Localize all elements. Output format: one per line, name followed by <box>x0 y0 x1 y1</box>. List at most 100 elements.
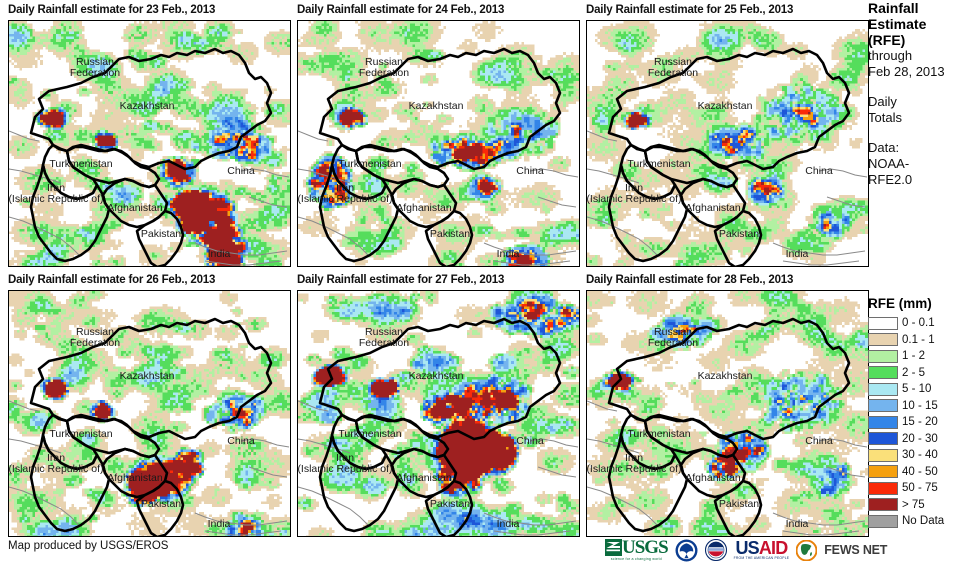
country-borders <box>29 317 273 536</box>
usgs-mark-icon <box>605 539 622 557</box>
country-label: Turkmenistan <box>338 158 401 170</box>
legend-row: 20 - 30 <box>868 431 965 448</box>
country-label: Turkmenistan <box>49 428 112 440</box>
country-label: Turkmenistan <box>627 428 690 440</box>
panel-title: Daily Rainfall estimate for 25 Feb., 201… <box>586 4 794 16</box>
country-label: Russian <box>654 326 692 338</box>
country-label: Afghanistan <box>107 472 163 484</box>
panel-title: Daily Rainfall estimate for 27 Feb., 201… <box>297 274 505 286</box>
legend-label: No Data <box>902 515 945 528</box>
country-label: India <box>497 248 520 260</box>
country-label: Russian <box>76 56 114 68</box>
country-label: Iran <box>625 182 643 194</box>
legend-label: 40 - 50 <box>902 465 938 478</box>
legend-label: 1 - 2 <box>902 350 926 363</box>
country-borders <box>607 47 851 266</box>
country-label: Iran <box>336 452 354 464</box>
legend-label: 2 - 5 <box>902 366 926 379</box>
country-label: Pakistan <box>141 228 181 240</box>
legend-row: 10 - 15 <box>868 398 965 415</box>
panel-title: Daily Rainfall estimate for 28 Feb., 201… <box>586 274 794 286</box>
sidebar-spacer-2 <box>868 126 965 140</box>
noaa-logo-icon <box>675 539 698 561</box>
country-label: Pakistan <box>430 228 470 240</box>
country-label: Russian <box>365 326 403 338</box>
country-label: Pakistan <box>430 498 470 510</box>
rainfall-raster <box>587 21 868 266</box>
country-label: China <box>805 435 833 447</box>
legend-row: 30 - 40 <box>868 447 965 464</box>
sidebar-totals-line1: Daily <box>868 94 897 109</box>
coastline-layer <box>298 130 579 266</box>
country-label: (Islamic Republic of) <box>9 193 104 205</box>
map-canvas[interactable]: Russian Federation Kazakhstan Turkmenistan I… <box>8 20 291 267</box>
country-label: India <box>786 518 809 530</box>
legend-label: 0.1 - 1 <box>902 333 935 346</box>
country-label: India <box>497 518 520 530</box>
country-label: China <box>516 435 544 447</box>
country-label: Federation <box>359 67 409 79</box>
sidebar-totals-line2: Totals <box>868 110 902 125</box>
legend-row: > 75 <box>868 497 965 514</box>
map-canvas[interactable]: Russian Federation Kazakhstan Turkmenistan I… <box>586 20 869 267</box>
legend-swatch <box>868 465 898 479</box>
rfe-legend: RFE (mm) 0 - 0.1 0.1 - 1 1 - 2 2 - 5 5 - 10 1… <box>868 296 965 530</box>
country-label: Kazakhstan <box>120 370 175 382</box>
country-label: Iran <box>47 182 65 194</box>
usgs-tagline: science for a changing world <box>610 557 662 562</box>
country-label: India <box>208 518 231 530</box>
country-label: Federation <box>70 67 120 79</box>
fews-net-wordmark: FEWS NET <box>824 543 888 557</box>
map-canvas[interactable]: Russian Federation Kazakhstan Turkmenistan I… <box>297 20 580 267</box>
country-label: Pakistan <box>141 498 181 510</box>
map-canvas[interactable]: Russian Federation Kazakhstan Turkmenistan I… <box>297 290 580 537</box>
map-canvas[interactable]: Russian Federation Kazakhstan Turkmenistan I… <box>8 290 291 537</box>
country-label: Russian <box>654 56 692 68</box>
country-label: Kazakhstan <box>698 370 753 382</box>
country-label: Kazakhstan <box>698 100 753 112</box>
sidebar-data-line1: Data: <box>868 140 900 155</box>
legend-row: 0.1 - 1 <box>868 332 965 349</box>
legend-swatch <box>868 399 898 413</box>
legend-label: 20 - 30 <box>902 432 938 445</box>
sidebar-data-line3: RFE2.0 <box>868 172 913 187</box>
legend-row: 0 - 0.1 <box>868 315 965 332</box>
map-canvas[interactable]: Russian Federation Kazakhstan Turkmenistan I… <box>586 290 869 537</box>
country-label: Federation <box>648 337 698 349</box>
legend-swatch <box>868 514 898 528</box>
legend-swatch <box>868 366 898 380</box>
country-label: Federation <box>70 337 120 349</box>
coastline-layer <box>9 130 290 266</box>
rainfall-raster <box>298 21 579 266</box>
coastline-layer <box>587 400 868 536</box>
country-label: Federation <box>648 67 698 79</box>
country-label: (Islamic Republic of) <box>298 193 393 205</box>
country-label: Pakistan <box>719 498 759 510</box>
legend-row: 1 - 2 <box>868 348 965 365</box>
usaid-wordmark-block: USAID FROM THE AMERICAN PEOPLE <box>734 539 790 560</box>
usaid-wordmark: USAID <box>735 538 788 559</box>
country-borders <box>29 47 273 266</box>
usaid-seal-icon <box>704 539 727 561</box>
country-label: Russian <box>365 56 403 68</box>
country-borders <box>318 317 562 536</box>
legend-swatch <box>868 415 898 429</box>
legend-swatch <box>868 432 898 446</box>
country-borders <box>318 47 562 266</box>
legend-rows: 0 - 0.1 0.1 - 1 1 - 2 2 - 5 5 - 10 10 - 15 15 … <box>868 315 965 530</box>
legend-title: RFE (mm) <box>868 296 932 311</box>
legend-label: > 75 <box>902 498 925 511</box>
legend-row: 5 - 10 <box>868 381 965 398</box>
country-label: India <box>786 248 809 260</box>
country-label: China <box>227 165 255 177</box>
coastline-layer <box>298 400 579 536</box>
country-label: Iran <box>625 452 643 464</box>
country-label: Turkmenistan <box>338 428 401 440</box>
country-label: Iran <box>336 182 354 194</box>
legend-label: 0 - 0.1 <box>902 317 935 330</box>
sidebar-title-line3: (RFE) <box>868 32 906 48</box>
legend-label: 15 - 20 <box>902 416 938 429</box>
